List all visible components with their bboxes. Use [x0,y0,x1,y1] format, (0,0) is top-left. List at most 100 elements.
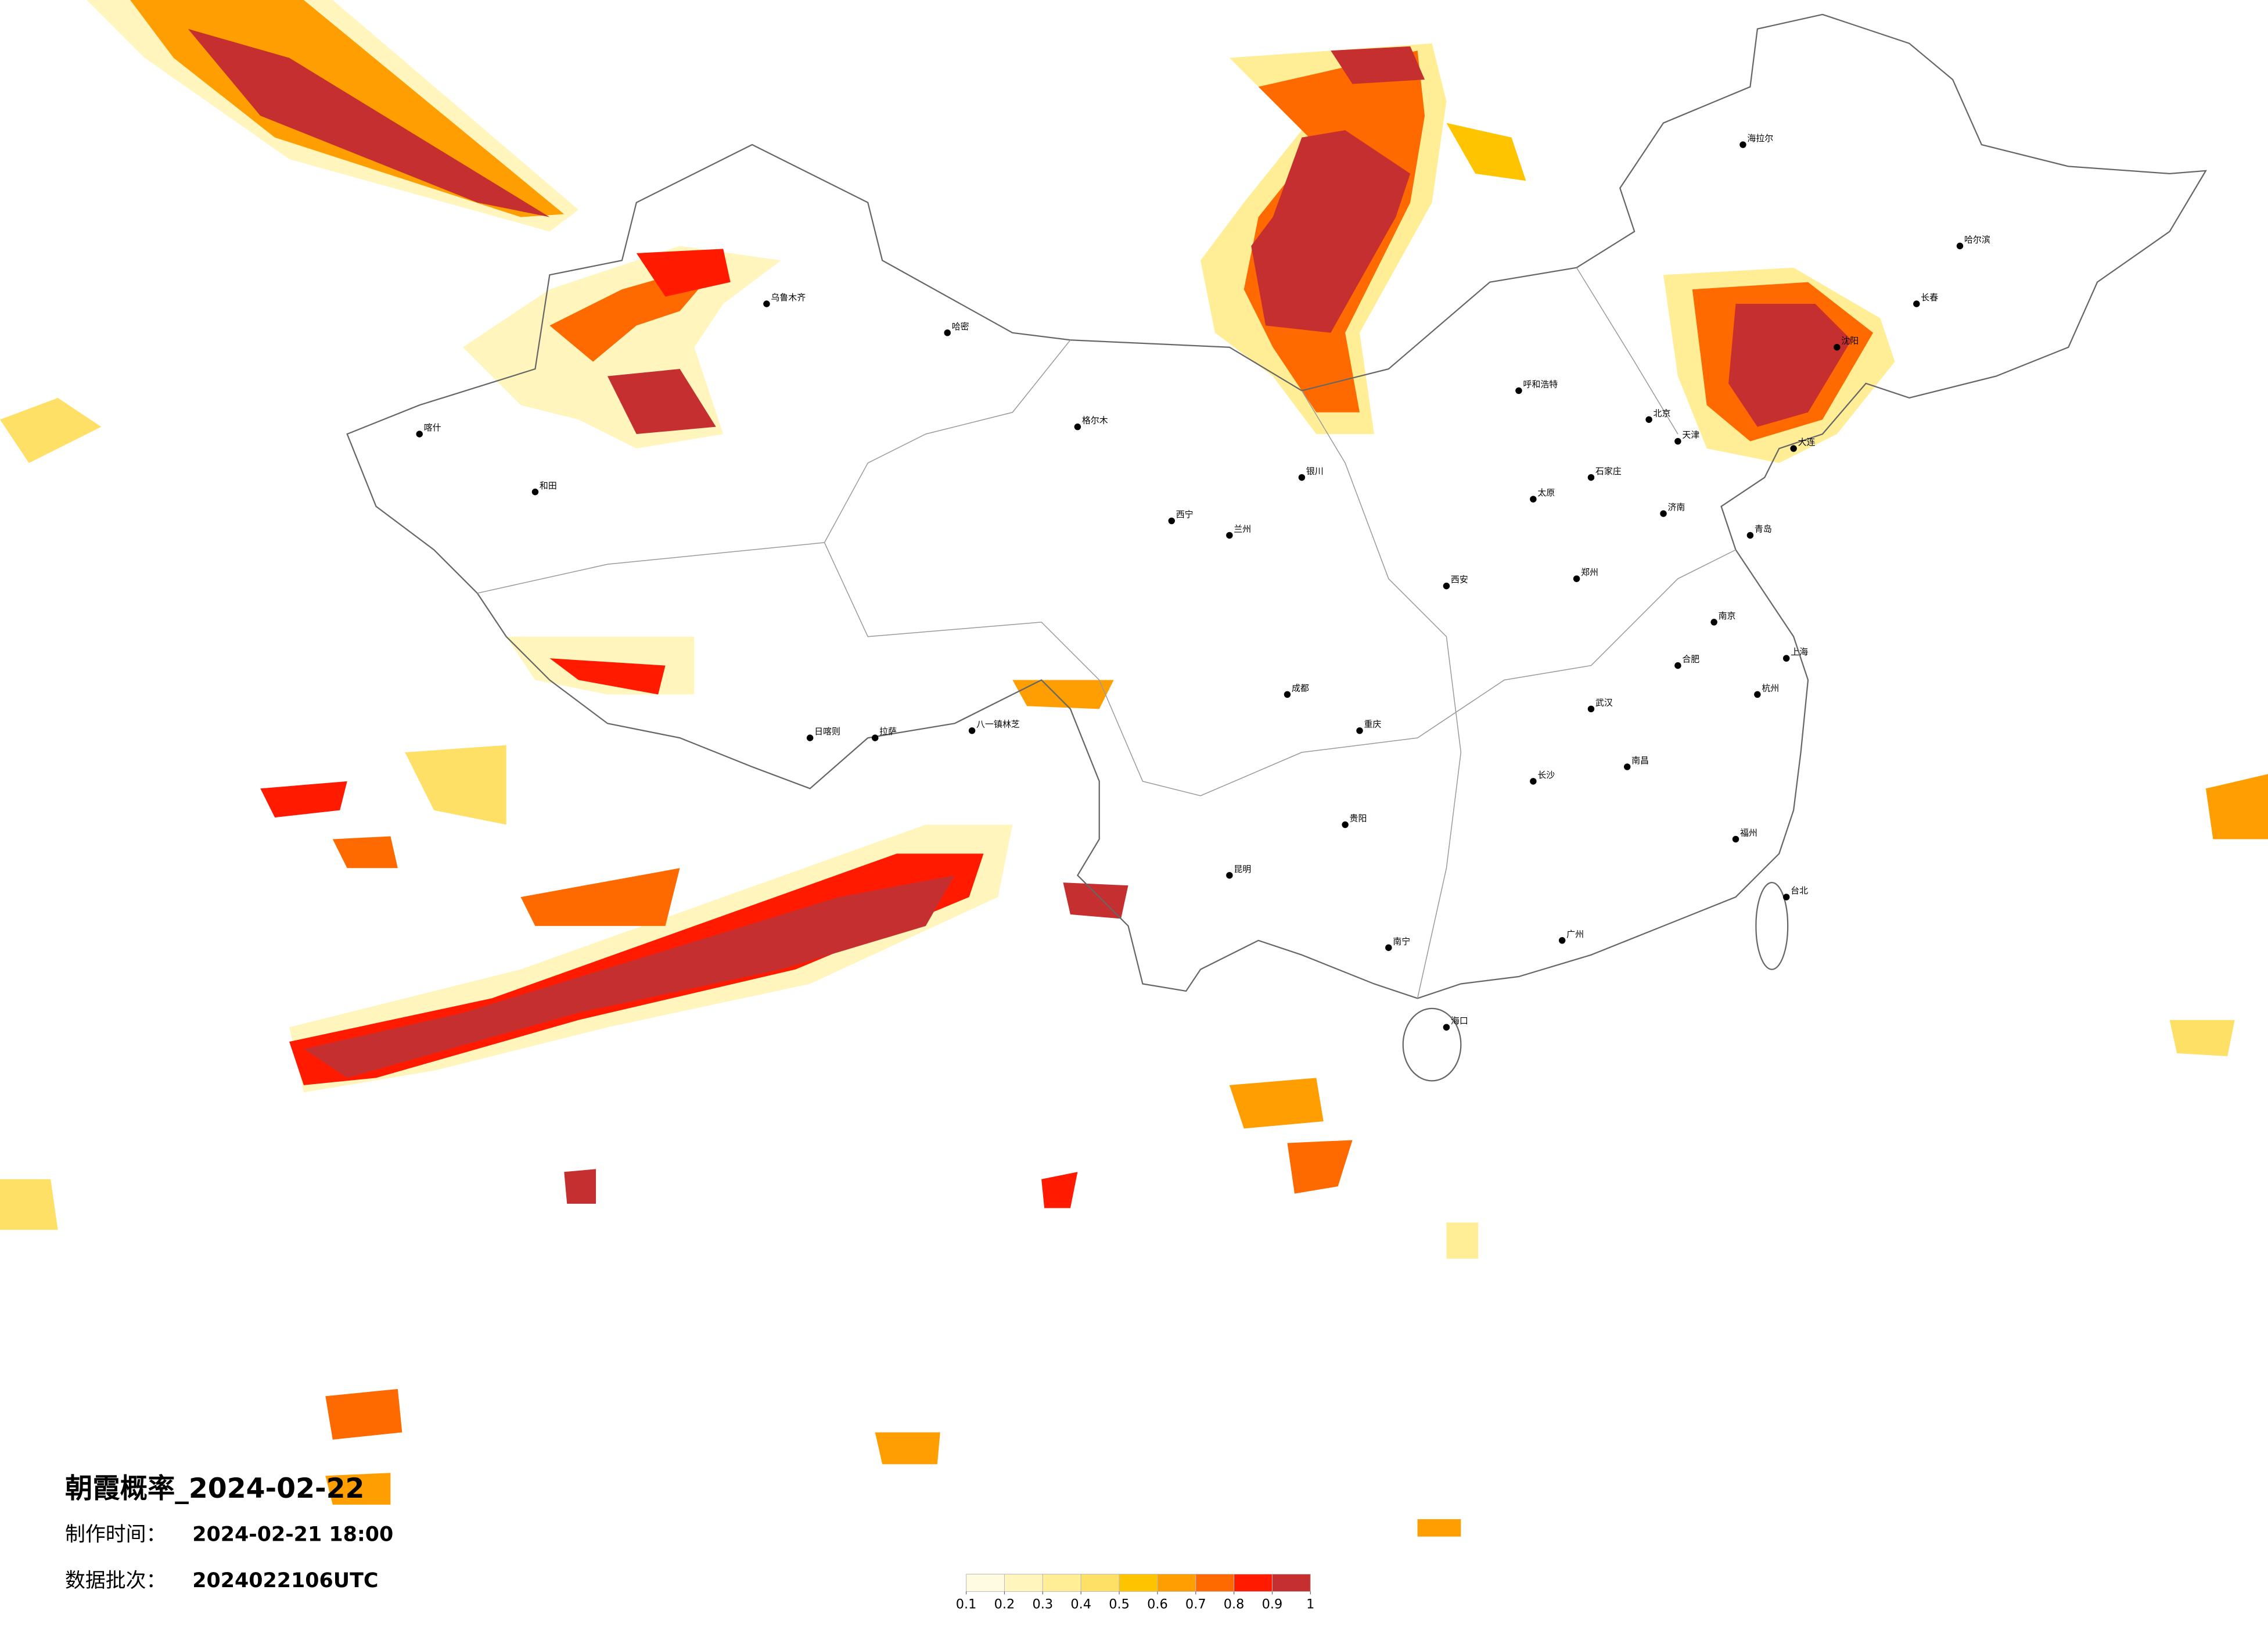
city-label: 天津 [1682,430,1699,440]
city-dot [1573,575,1580,582]
city-label: 合肥 [1682,654,1699,665]
city-dot [531,489,539,496]
legend-swatch [1119,1574,1158,1592]
legend-tick-label: 0.3 [1033,1596,1054,1612]
city-label: 海口 [1451,1016,1468,1026]
city-dot [1385,944,1392,951]
city-dot [1443,582,1450,590]
city-label: 南宁 [1393,936,1410,946]
legend-swatch [1042,1574,1081,1592]
city-label: 西宁 [1176,509,1194,520]
legend-swatch [1080,1574,1120,1592]
city-dot [1515,387,1522,394]
city-label: 广州 [1566,929,1584,939]
city-dot [1746,532,1754,539]
made-label: 制作时间： [65,1523,166,1546]
city-label: 哈密 [952,321,969,332]
city-label: 长沙 [1537,770,1555,780]
legend-swatch [966,1574,1005,1592]
city-label: 乌鲁木齐 [771,292,806,303]
city-dot [1739,141,1746,148]
city-dot [1074,423,1081,430]
legend-swatch [1271,1574,1311,1592]
city-dot [1710,619,1717,626]
city-dot [806,734,814,741]
city-label: 大连 [1798,437,1816,447]
city-label: 拉萨 [879,726,897,737]
legend-tick-label: 0.6 [1147,1596,1168,1612]
city-label: 兰州 [1234,524,1251,534]
city-label: 哈尔滨 [1964,234,1990,245]
city-dot [1530,496,1537,503]
legend-tick-label: 0.2 [994,1596,1015,1612]
legend-tick-label: 0.4 [1070,1596,1091,1612]
legend-swatch [1195,1574,1235,1592]
probability-field [0,0,2268,1537]
batch: 2024022106UTC [192,1569,378,1592]
city-dot [1356,727,1363,734]
city-dot [1754,691,1761,698]
city-label: 武汉 [1595,697,1613,708]
country-outline [346,13,2207,1082]
legend-tick-label: 1 [1306,1596,1314,1612]
city-dot [1298,474,1306,481]
city-dot [416,430,423,437]
city-dot [1284,691,1291,698]
batch-label: 数据批次： [65,1569,166,1592]
city-dot [1913,300,1920,307]
legend: 0.1 0.2 0.3 0.4 0.5 0.6 0.7 0.8 0.9 1 [956,1574,1314,1612]
legend-tick-label: 0.9 [1262,1596,1283,1612]
city-dot [1342,821,1349,828]
city-dot [1782,894,1790,900]
city-label: 济南 [1667,502,1685,512]
city-label: 格尔木 [1082,415,1108,426]
city-label: 日喀则 [814,726,840,737]
city-label: 成都 [1292,683,1309,693]
made-time: 2024-02-21 18:00 [192,1523,393,1546]
city-dot [1660,510,1667,517]
city-label: 南京 [1719,611,1736,621]
city-dot [968,727,976,734]
city-dot [1443,1024,1450,1031]
city-label: 重庆 [1364,719,1381,730]
city-label: 太原 [1537,487,1555,498]
city-dot [1226,871,1233,879]
city-label: 和田 [540,480,557,491]
city-label: 西安 [1451,575,1468,585]
city-dot [1834,343,1841,351]
legend-tick-label: 0.1 [956,1596,977,1612]
city-dot [1674,437,1681,445]
city-label: 青岛 [1755,524,1772,534]
legend-tick-label: 0.8 [1224,1596,1245,1612]
city-label: 杭州 [1762,683,1779,693]
city-dot [1168,517,1175,525]
city-dot [871,734,879,741]
city-label: 石家庄 [1595,466,1622,476]
city-dot [1645,416,1652,423]
city-label: 上海 [1791,647,1808,657]
city-dot [944,329,951,336]
city-dot [1226,532,1233,539]
city-dot [1732,835,1739,843]
city-dot [1530,778,1537,785]
city-dot [1956,242,1964,250]
legend-tick-label: 0.7 [1185,1596,1206,1612]
city-label: 南昌 [1631,755,1649,766]
city-dot [1674,662,1681,669]
city-dot [1624,763,1631,770]
legend-swatch [1157,1574,1196,1592]
legend-tick-label: 0.5 [1109,1596,1130,1612]
city-dot [1558,937,1566,944]
city-dot [1587,705,1595,713]
city-label: 贵阳 [1350,813,1367,824]
city-label: 海拉尔 [1747,133,1773,143]
legend-swatch [1234,1574,1273,1592]
city-label: 沈阳 [1841,336,1859,346]
city-dot [763,300,770,307]
city-label: 呼和浩特 [1523,379,1558,389]
city-label: 昆明 [1234,864,1251,874]
